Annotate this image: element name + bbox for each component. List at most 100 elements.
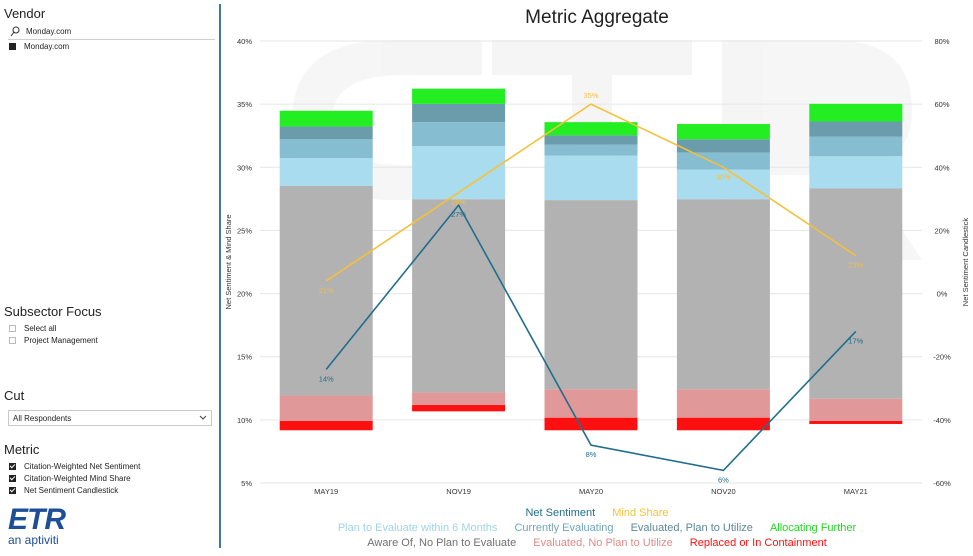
etr-logo: ETR an aptiviti <box>8 503 66 547</box>
candle-segment-evaluated_plan_to_utilize <box>412 103 506 123</box>
legend-mind-share: Mind Share <box>612 507 669 519</box>
data-label-mind_share: 23% <box>848 261 863 270</box>
data-label-net_sentiment: 14% <box>319 374 334 383</box>
data-label-net_sentiment: 8% <box>586 450 597 459</box>
vendor-search-input[interactable]: Monday.com <box>8 26 215 40</box>
subsector-title: Subsector Focus <box>4 304 102 319</box>
left-tick-label: 5% <box>241 479 252 488</box>
vendor-item-label: Monday.com <box>24 42 70 51</box>
chevron-down-icon <box>199 415 207 420</box>
data-label-net_sentiment: 17% <box>848 336 863 345</box>
left-axis-title: Net Sentiment & Mind Share <box>224 214 233 309</box>
legend-evaluated-plan-to-utilize: Evaluated, Plan to Utilize <box>630 522 753 534</box>
right-tick-label: 20% <box>934 226 949 235</box>
vendor-item-monday[interactable]: Monday.com <box>9 41 69 52</box>
metric-title: Metric <box>4 442 40 457</box>
legend-aware-no-plan: Aware Of, No Plan to Evaluate <box>367 537 517 549</box>
cut-dropdown[interactable]: All Respondents <box>8 410 212 426</box>
data-label-net_sentiment: 6% <box>718 475 729 484</box>
candle-segment-evaluated_no_plan <box>676 389 770 418</box>
candle-segment-evaluated_no_plan <box>412 392 506 406</box>
line-net_sentiment <box>325 203 857 472</box>
left-tick-label: 25% <box>237 226 252 235</box>
checkbox-empty-icon[interactable] <box>9 325 16 332</box>
legend-evaluated-no-plan: Evaluated, No Plan to Utilize <box>533 537 673 549</box>
line-series: 14% 27% 8% 6% 17% 21% 28% 35% 30% 23% <box>319 91 864 484</box>
metric-item-label: Net Sentiment Candlestick <box>24 486 119 495</box>
right-tick-label: -60% <box>933 479 951 488</box>
metric-item-candlestick[interactable]: Net Sentiment Candlestick <box>9 485 118 496</box>
candle-segment-plan_to_evaluate <box>809 156 903 189</box>
left-tick-label: 15% <box>237 353 252 362</box>
sidebar-divider <box>219 4 221 548</box>
axis-labels: 5% 10% 15% 20% 25% 30% 35% 40% -60% -40% -20% 0% 20%… <box>237 37 951 496</box>
data-label-mind_share: 30% <box>716 172 731 181</box>
candle-segment-evaluated_plan_to_utilize <box>676 139 770 153</box>
checkbox-filled-icon[interactable] <box>9 43 16 50</box>
right-tick-label: 80% <box>934 37 949 46</box>
candle-segment-plan_to_evaluate <box>412 146 506 200</box>
line-mind_share <box>325 103 857 282</box>
left-tick-label: 20% <box>237 290 252 299</box>
checkbox-checked-icon[interactable] <box>9 463 16 470</box>
metric-item-label: Citation-Weighted Net Sentiment <box>24 462 141 471</box>
metric-item-mind-share[interactable]: Citation-Weighted Mind Share <box>9 473 131 484</box>
right-tick-label: 60% <box>934 100 949 109</box>
candle-segment-aware_no_plan <box>544 200 638 390</box>
candle-segment-replaced <box>676 417 770 431</box>
chart-title: Metric Aggregate <box>525 7 669 28</box>
x-tick-label: MAY19 <box>314 487 338 496</box>
subsector-item-project-management[interactable]: Project Management <box>9 335 98 346</box>
x-tick-label: NOV20 <box>711 487 736 496</box>
left-tick-label: 10% <box>237 416 252 425</box>
legend-replaced: Replaced or In Containment <box>689 537 827 549</box>
x-tick-label: NOV19 <box>446 487 471 496</box>
candle-segment-allocating_further <box>279 110 373 127</box>
legend-plan-to-evaluate: Plan to Evaluate within 6 Months <box>337 522 498 534</box>
legend-row-1: Net Sentiment Mind Share <box>222 507 972 519</box>
metric-item-net-sentiment[interactable]: Citation-Weighted Net Sentiment <box>9 461 140 472</box>
checkbox-checked-icon[interactable] <box>9 475 16 482</box>
data-label-net_sentiment: 27% <box>451 210 466 219</box>
candle-segment-replaced <box>412 405 506 412</box>
x-tick-label: MAY20 <box>579 487 603 496</box>
metric-item-label: Citation-Weighted Mind Share <box>24 474 131 483</box>
candle-segment-allocating_further <box>809 103 903 122</box>
candle-segment-evaluated_plan_to_utilize <box>544 135 638 145</box>
candle-segment-aware_no_plan <box>676 199 770 390</box>
candle-segment-evaluated_plan_to_utilize <box>279 126 373 140</box>
left-tick-label: 30% <box>237 163 252 172</box>
subsector-item-select-all[interactable]: Select all <box>9 323 56 334</box>
data-label-mind_share: 35% <box>583 91 598 100</box>
candle-segment-plan_to_evaluate <box>279 158 373 186</box>
cut-title: Cut <box>4 388 25 403</box>
right-axis-title: Net Sentiment Candlestick <box>961 218 970 307</box>
left-tick-label: 40% <box>237 37 252 46</box>
legend-currently-evaluating: Currently Evaluating <box>514 522 614 534</box>
logo-sub-text: an aptiviti <box>8 533 59 547</box>
candle-segment-allocating_further <box>412 88 506 104</box>
right-tick-label: 0% <box>937 290 948 299</box>
legend-net-sentiment: Net Sentiment <box>525 507 596 519</box>
checkbox-checked-icon[interactable] <box>9 487 16 494</box>
filter-sidebar: Vendor Monday.com Monday.com Subsector F… <box>0 0 220 556</box>
candle-segment-replaced <box>809 420 903 424</box>
candle-segment-aware_no_plan <box>809 188 903 399</box>
right-tick-label: -40% <box>933 416 951 425</box>
logo-main-text: ETR <box>8 503 66 536</box>
legend-row-3: Aware Of, No Plan to Evaluate Evaluated,… <box>222 537 972 549</box>
data-label-mind_share: 21% <box>319 286 334 295</box>
candle-segment-replaced <box>544 417 638 431</box>
candle-segment-plan_to_evaluate <box>544 155 638 201</box>
vendor-title: Vendor <box>4 6 46 21</box>
candle-segment-aware_no_plan <box>279 185 373 396</box>
cut-dropdown-value: All Respondents <box>13 414 72 423</box>
right-tick-label: 40% <box>934 163 949 172</box>
checkbox-empty-icon[interactable] <box>9 337 16 344</box>
left-tick-label: 35% <box>237 100 252 109</box>
candle-segment-currently_evaluating <box>279 139 373 159</box>
data-label-mind_share: 28% <box>451 198 466 207</box>
candle-segment-plan_to_evaluate <box>676 169 770 200</box>
right-tick-label: -20% <box>933 353 951 362</box>
candle-segment-evaluated_no_plan <box>279 395 373 421</box>
